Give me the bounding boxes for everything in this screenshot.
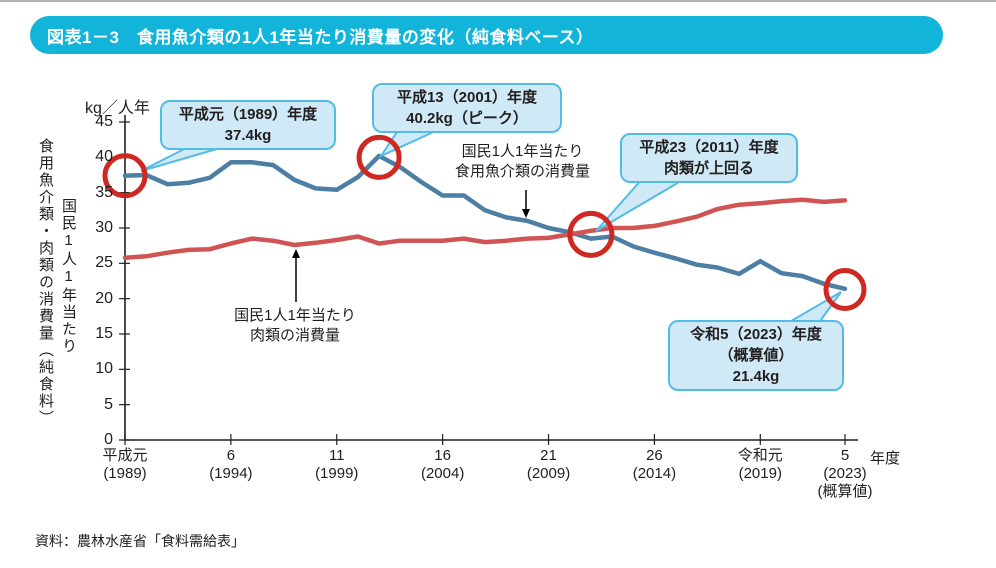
callout-2011-line1: 平成23（2011）年度	[639, 139, 779, 156]
highlight-circle-2011	[567, 210, 615, 258]
callout-2023-line3: 21.4kg	[732, 368, 780, 385]
x-tick-label-line: 21	[540, 447, 557, 464]
x-tick-label-2004: 16 (2004)	[395, 447, 491, 483]
x-tick-label-line: 11	[328, 447, 345, 464]
fish-annotation-line1: 国民1人1年当たり	[461, 143, 584, 160]
fish-series-annotation: 国民1人1年当たり 食用魚介類の消費量	[430, 142, 615, 182]
highlight-circle-2023	[823, 267, 867, 311]
x-tick-label-line: (2009)	[526, 465, 571, 482]
x-tick-label-line: (1994)	[209, 465, 253, 482]
fish-consumption-line	[122, 153, 848, 292]
x-tick-label-1994: 6 (1994)	[183, 447, 279, 483]
meat-consumption-line	[122, 197, 848, 260]
x-axis-unit-label: 年度	[870, 450, 901, 467]
y-tick-label-40: 40	[95, 148, 113, 166]
y-tick-label-5: 5	[104, 395, 113, 413]
callout-2023-line1: 令和5（2023）年度	[690, 326, 822, 343]
x-tick-label-2019: 令和元 (2019)	[712, 447, 808, 483]
x-tick-label-line: (概算値)	[817, 483, 873, 500]
callout-2001-line2: 40.2kg（ピーク）	[406, 110, 528, 127]
x-tick-label-line: (2014)	[632, 465, 677, 482]
y-axis-title-main: 食用魚介類・肉類の消費量（純食料）	[37, 138, 54, 427]
y-tick-label-15: 15	[95, 325, 113, 342]
y-tick-label-25: 25	[95, 254, 113, 272]
y-tick-label-10: 10	[95, 360, 113, 378]
x-tick-label-1989: 平成元 (1989)	[77, 447, 173, 483]
callout-2023: 令和5（2023）年度 （概算値） 21.4kg	[668, 320, 844, 391]
callout-2001-peak: 平成13（2001）年度 40.2kg（ピーク）	[372, 83, 562, 133]
y-tick-label-30: 30	[95, 219, 113, 236]
x-tick-label-2009: 21 (2009)	[501, 447, 597, 483]
meat-annotation-line1: 国民1人1年当たり	[234, 307, 356, 324]
y-tick-label-45: 45	[95, 113, 113, 130]
y-tick-label-35: 35	[95, 183, 113, 201]
page-top-border	[0, 0, 996, 2]
callout-2001-line1: 平成13（2001）年度	[396, 89, 538, 106]
x-tick-label-line: 6	[226, 447, 236, 464]
highlight-circle-1989	[102, 153, 148, 199]
highlight-circle-2001	[356, 134, 402, 180]
x-tick-label-line: 5	[840, 447, 850, 464]
callout-1989: 平成元（1989）年度 37.4kg	[160, 100, 336, 150]
x-tick-label-line: (1999)	[315, 465, 359, 482]
figure-title: 図表1－3 食用魚介類の1人1年当たり消費量の変化（純食料ベース）	[47, 27, 594, 47]
x-tick-label-line: 16	[434, 447, 451, 464]
callout-2011-crossover: 平成23（2011）年度 肉類が上回る	[620, 133, 798, 183]
callout-2011-line2: 肉類が上回る	[663, 160, 754, 177]
x-tick-label-2014: 26 (2014)	[606, 447, 702, 483]
meat-annotation-line2: 肉類の消費量	[249, 327, 340, 344]
meat-annotation-arrowhead	[292, 249, 300, 258]
fish-annotation-line2: 食用魚介類の消費量	[454, 163, 590, 180]
x-tick-label-1999: 11 (1999)	[289, 447, 385, 483]
callout-1989-line1: 平成元（1989）年度	[178, 106, 318, 123]
x-tick-label-line: (2004)	[420, 465, 465, 482]
x-tick-label-2023: 5 (2023) (概算値)	[797, 447, 893, 501]
chart-area: kg／人年 食用魚介類・肉類の消費量（純食料） 国民1人1年当たり 0 5 10 15…	[0, 56, 996, 526]
source-note: 資料：農林水産省「食料需給表」	[35, 533, 245, 549]
figure-title-bar: 図表1－3 食用魚介類の1人1年当たり消費量の変化（純食料ベース）	[30, 16, 943, 54]
fish-annotation-arrowhead	[522, 209, 530, 218]
y-axis-title-sub: 国民1人1年当たり	[60, 198, 77, 355]
callout-1989-line2: 37.4kg	[224, 127, 272, 144]
x-tick-label-line: (1989)	[103, 465, 147, 482]
y-tick-label-20: 20	[95, 289, 113, 307]
x-tick-label-line: 平成元	[102, 447, 148, 464]
y-axis-unit-label: kg／人年	[85, 100, 150, 117]
y-tick-label-0: 0	[104, 431, 113, 448]
callout-2023-line2: （概算値）	[718, 347, 794, 364]
meat-series-annotation: 国民1人1年当たり 肉類の消費量	[205, 306, 385, 346]
x-tick-label-line: (2023)	[823, 465, 867, 482]
x-tick-label-line: (2019)	[738, 465, 782, 482]
x-tick-label-line: 26	[646, 447, 663, 464]
x-tick-label-line: 令和元	[737, 447, 783, 464]
